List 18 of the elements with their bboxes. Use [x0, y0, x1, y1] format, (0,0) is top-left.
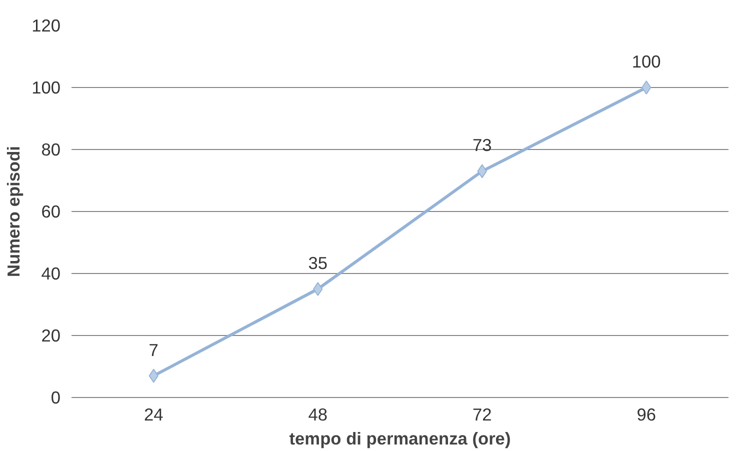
- y-axis-title: Numero episodi: [4, 146, 24, 277]
- data-label: 7: [148, 340, 158, 360]
- y-tick-label: 80: [41, 140, 61, 160]
- point: [642, 80, 652, 94]
- x-axis-title: tempo di permanenza (ore): [289, 428, 511, 448]
- x-tick-label: 72: [472, 404, 492, 424]
- x-tick-label: 48: [308, 404, 328, 424]
- y-tick-label: 20: [41, 326, 61, 346]
- data-label: 100: [632, 52, 661, 72]
- y-tick-label: 60: [41, 202, 61, 222]
- data-label: 35: [308, 253, 328, 273]
- y-tick-label: 0: [50, 388, 61, 408]
- y-tick-label: 100: [32, 78, 61, 98]
- x-tick-label: 24: [144, 404, 164, 424]
- y-tick-label: 40: [41, 264, 61, 284]
- point: [313, 282, 323, 296]
- y-tick-label: 120: [32, 16, 61, 36]
- x-tick-label: 96: [636, 404, 656, 424]
